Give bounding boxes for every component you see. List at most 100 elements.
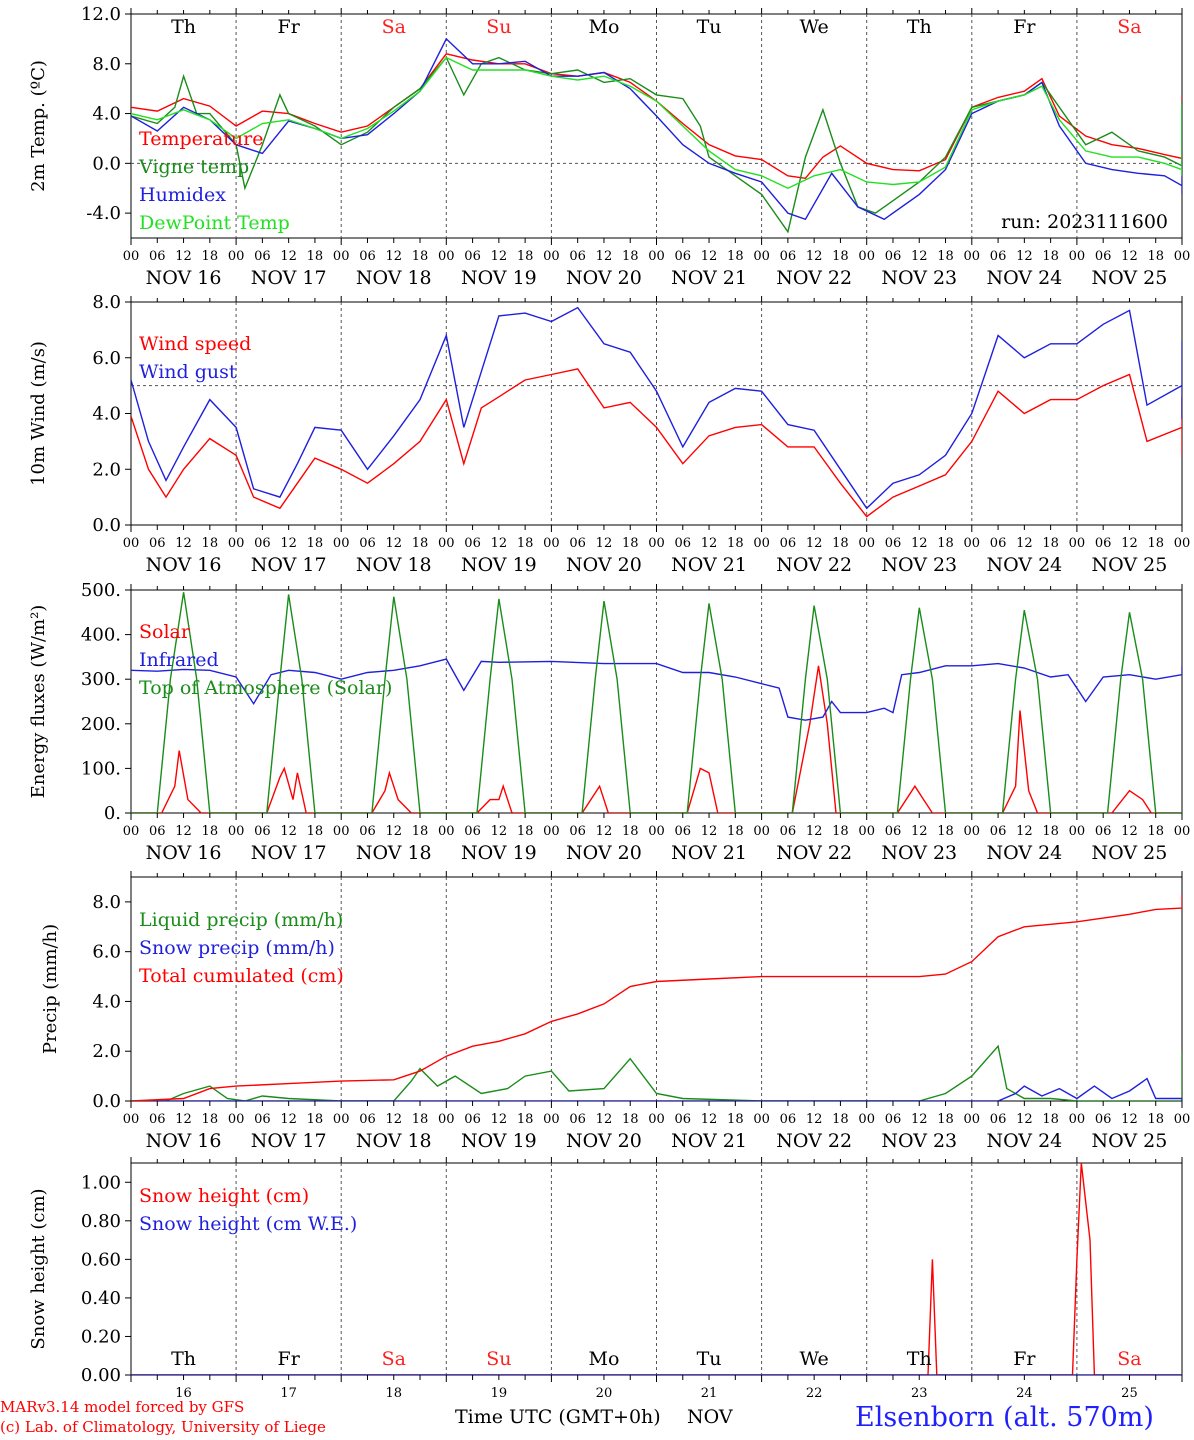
y-tick-label: 500.	[81, 580, 121, 601]
x-axis-label: Time UTC (GMT+0h)	[455, 1406, 661, 1428]
hour-tick-label: 18	[307, 1112, 324, 1127]
series-line-temperature	[131, 53, 1182, 180]
legend-entry: Temperature	[139, 128, 263, 150]
hour-tick-label: 12	[701, 824, 718, 839]
date-label: NOV 24	[986, 842, 1062, 864]
hour-tick-label: 12	[701, 536, 718, 551]
legend-entry: DewPoint Temp	[139, 212, 290, 234]
hour-tick-label: 00	[543, 536, 560, 551]
y-tick-label: 1.00	[81, 1172, 121, 1193]
panel-4	[125, 871, 1183, 1108]
day-name: Sa	[382, 16, 406, 38]
date-label: NOV 23	[881, 1130, 957, 1152]
date-label: NOV 21	[671, 1130, 747, 1152]
hour-tick-label: 12	[701, 1112, 718, 1127]
date-label: NOV 25	[1092, 1130, 1168, 1152]
date-label: NOV 16	[146, 1130, 222, 1152]
y-tick-label: 300.	[81, 669, 121, 690]
hour-tick-label: 12	[385, 536, 402, 551]
hour-tick-label: 12	[385, 249, 402, 264]
date-label: NOV 24	[986, 1130, 1062, 1152]
run-label: run: 2023111600	[1001, 211, 1168, 233]
y-tick-label: 0.0	[92, 153, 121, 174]
y-tick-label: 8.0	[92, 892, 121, 913]
hour-tick-label: 06	[1095, 536, 1112, 551]
hour-tick-label: 06	[780, 536, 797, 551]
day-number-label: 16	[175, 1386, 192, 1401]
hour-tick-label: 00	[333, 1112, 350, 1127]
date-label: NOV 16	[146, 267, 222, 289]
hour-tick-label: 06	[464, 249, 481, 264]
y-tick-label: 0.20	[81, 1326, 121, 1347]
hour-tick-label: 00	[228, 249, 245, 264]
legend-entry: Snow precip (mm/h)	[139, 937, 335, 959]
hour-tick-label: 00	[858, 249, 875, 264]
hour-tick-label: 12	[280, 536, 297, 551]
hour-tick-label: 12	[280, 1112, 297, 1127]
hour-tick-label: 00	[123, 1112, 140, 1127]
hour-tick-label: 12	[911, 249, 928, 264]
hour-tick-label: 00	[438, 249, 455, 264]
hour-tick-label: 12	[1121, 824, 1138, 839]
y-tick-label: 2.0	[92, 1041, 121, 1062]
hour-tick-label: 00	[543, 1112, 560, 1127]
date-label: NOV 22	[776, 842, 852, 864]
y-tick-label: 6.0	[92, 942, 121, 963]
hour-tick-label: 00	[123, 249, 140, 264]
hour-tick-label: 00	[333, 249, 350, 264]
hour-tick-label: 18	[1042, 824, 1059, 839]
hour-tick-label: 12	[806, 1112, 823, 1127]
hour-tick-label: 06	[675, 824, 692, 839]
date-label: NOV 17	[251, 1130, 327, 1152]
hour-tick-label: 18	[517, 536, 534, 551]
date-label: NOV 23	[881, 842, 957, 864]
day-name: Su	[486, 16, 511, 38]
hour-tick-label: 06	[675, 536, 692, 551]
hour-tick-label: 12	[1016, 1112, 1033, 1127]
series-line-snow-precip-mm-h-	[131, 1077, 1182, 1101]
hour-tick-label: 18	[202, 536, 219, 551]
hour-tick-label: 00	[1174, 249, 1191, 264]
panel-5	[125, 1157, 1183, 1382]
hour-tick-label: 06	[885, 249, 902, 264]
hour-tick-label: 00	[543, 824, 560, 839]
hour-tick-label: 06	[990, 536, 1007, 551]
date-label: NOV 17	[251, 267, 327, 289]
day-number-label: 24	[1016, 1386, 1033, 1401]
hour-tick-label: 18	[727, 536, 744, 551]
hour-tick-label: 12	[1121, 536, 1138, 551]
legend-entry: Liquid precip (mm/h)	[139, 909, 343, 931]
hour-tick-label: 12	[1016, 249, 1033, 264]
legend-entry: Total cumulated (cm)	[139, 965, 344, 987]
legend-entry: Snow height (cm)	[139, 1185, 309, 1207]
date-label: NOV 20	[566, 554, 642, 576]
hour-tick-label: 12	[911, 1112, 928, 1127]
hour-tick-label: 18	[622, 824, 639, 839]
hour-tick-label: 06	[359, 536, 376, 551]
day-number-label: 25	[1121, 1386, 1138, 1401]
hour-tick-label: 12	[491, 249, 508, 264]
hour-tick-label: 06	[1095, 1112, 1112, 1127]
hour-tick-label: 06	[990, 1112, 1007, 1127]
legend-entry: Top of Atmosphere (Solar)	[139, 677, 392, 699]
date-label: NOV 20	[566, 267, 642, 289]
hour-tick-label: 06	[1095, 824, 1112, 839]
day-name: Fr	[278, 16, 301, 38]
hour-tick-label: 00	[648, 824, 665, 839]
legend-entry: Wind gust	[139, 361, 237, 383]
hour-tick-label: 18	[937, 1112, 954, 1127]
hour-tick-label: 06	[990, 249, 1007, 264]
hour-tick-label: 18	[412, 249, 429, 264]
hour-tick-label: 00	[964, 536, 981, 551]
hour-tick-label: 06	[569, 536, 586, 551]
legend-entry: Humidex	[139, 184, 226, 206]
hour-tick-label: 06	[569, 1112, 586, 1127]
date-label: NOV 23	[881, 267, 957, 289]
date-label: NOV 19	[461, 842, 537, 864]
y-tick-label: -4.0	[86, 203, 121, 224]
hour-tick-label: 00	[648, 249, 665, 264]
date-label: NOV 19	[461, 267, 537, 289]
hour-tick-label: 18	[832, 536, 849, 551]
day-number-label: 19	[491, 1386, 508, 1401]
